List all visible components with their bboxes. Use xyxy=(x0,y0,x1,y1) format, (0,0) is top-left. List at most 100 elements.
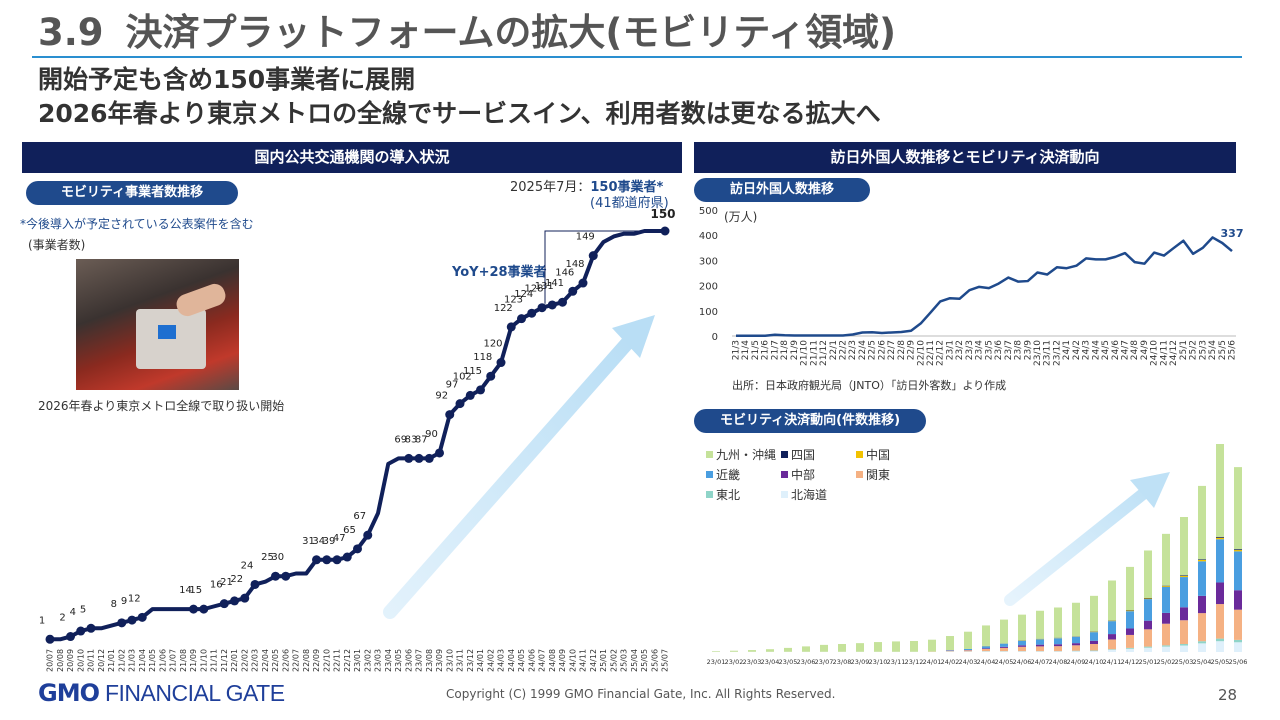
payments-bar-segment xyxy=(874,642,882,652)
operators-x-tick: 23/06 xyxy=(404,649,413,672)
operators-x-tick: 25/02 xyxy=(609,649,618,672)
legend-label: 東北 xyxy=(716,488,741,502)
legend-swatch xyxy=(856,471,863,478)
payments-bar-segment xyxy=(784,647,792,652)
payments-bar-segment xyxy=(1090,595,1098,632)
visitors-x-tick: 23/11 xyxy=(1043,340,1053,366)
payments-x-tick: 24/06 xyxy=(1013,658,1032,666)
payments-bar-segment xyxy=(1126,610,1134,612)
operators-x-tick: 23/02 xyxy=(363,649,372,672)
payments-bar-segment xyxy=(1144,550,1152,599)
visitors-x-tick: 22/3 xyxy=(848,340,858,360)
operators-point xyxy=(189,604,198,614)
operators-x-tick: 20/09 xyxy=(66,649,75,672)
payments-x-tick: 24/12 xyxy=(1121,658,1140,666)
copyright: Copyright (C) 1999 GMO Financial Gate, I… xyxy=(446,687,836,701)
visitors-x-tick: 24/5 xyxy=(1101,340,1111,360)
operators-point-label: 102 xyxy=(453,371,472,382)
payments-bar-segment xyxy=(1108,580,1116,621)
payments-x-tick: 23/06 xyxy=(797,658,816,666)
operators-point xyxy=(414,453,424,463)
operators-point-label: 21 xyxy=(220,577,233,588)
operators-point-label: 22 xyxy=(230,574,243,585)
payments-bar-segment xyxy=(1000,643,1008,647)
visitors-x-tick: 21/11 xyxy=(809,340,819,366)
operators-x-tick: 23/03 xyxy=(374,649,383,672)
operators-x-tick: 24/08 xyxy=(548,649,557,672)
payments-bar-segment xyxy=(1162,612,1170,624)
payments-bar-segment xyxy=(1234,609,1242,640)
operators-x-tick: 24/01 xyxy=(476,649,485,672)
operators-point-label: 12 xyxy=(128,593,141,604)
operators-point xyxy=(568,286,578,296)
payments-bar-segment xyxy=(1090,632,1098,641)
payments-bar-segment xyxy=(1216,444,1224,537)
operators-x-tick: 25/07 xyxy=(661,649,670,672)
legend-label: 四国 xyxy=(791,448,816,462)
payments-bar-segment xyxy=(1198,595,1206,614)
gmo-logo: GMO FINANCIAL GATE xyxy=(38,679,285,707)
payments-bar-segment xyxy=(1090,650,1098,652)
payments-bar-segment xyxy=(1054,607,1062,638)
operators-x-tick: 22/09 xyxy=(312,649,321,672)
operators-point-label: 124 xyxy=(514,289,533,300)
payments-bar-segment xyxy=(982,625,990,646)
visitors-x-tick: 21/12 xyxy=(819,340,829,366)
payments-x-tick: 24/11 xyxy=(1103,658,1122,666)
payments-x-tick: 23/01 xyxy=(707,658,726,666)
operators-point-label: 122 xyxy=(494,303,513,314)
payments-bar-segment xyxy=(1180,575,1188,576)
operators-point xyxy=(537,303,547,313)
payments-bar-segment xyxy=(1018,640,1026,646)
legend-swatch xyxy=(706,451,713,458)
payments-bar-segment xyxy=(1072,645,1080,651)
operators-x-tick: 21/11 xyxy=(210,649,219,672)
payments-bar-segment xyxy=(1000,651,1008,652)
payments-bar-segment xyxy=(1126,611,1134,629)
legend-swatch xyxy=(856,451,863,458)
left-unit: (事業者数) xyxy=(28,238,86,252)
operators-x-tick: 25/03 xyxy=(620,649,629,672)
payments-bar-segment xyxy=(946,650,954,652)
legend-item: 北海道 xyxy=(781,486,827,503)
operators-x-tick: 24/10 xyxy=(568,649,577,672)
growth-arrow-head xyxy=(612,315,655,358)
operators-point xyxy=(558,297,567,307)
payments-x-tick: 24/02 xyxy=(941,658,960,666)
visitors-x-tick: 24/10 xyxy=(1150,340,1160,366)
payments-bar-segment xyxy=(946,636,954,651)
payments-bar-segment xyxy=(1234,549,1242,551)
visitors-x-tick: 23/12 xyxy=(1052,340,1062,366)
operators-x-tick: 24/06 xyxy=(527,649,536,672)
payments-bar-segment xyxy=(1000,647,1008,652)
operators-point xyxy=(435,448,444,458)
payments-bar-segment xyxy=(1180,575,1188,578)
operators-point-label: 9 xyxy=(121,596,127,607)
operators-point xyxy=(445,410,455,420)
operators-point xyxy=(322,555,332,565)
callout-pref: (41都道府県) xyxy=(590,196,669,211)
operators-point-label: 83 xyxy=(405,434,418,445)
operators-x-tick: 24/12 xyxy=(589,649,598,672)
operators-x-tick: 20/11 xyxy=(87,649,96,672)
payments-bar-segment xyxy=(730,650,738,652)
legend-item: 九州・沖縄 xyxy=(706,446,776,463)
operators-point-label: 25 xyxy=(261,552,274,563)
payments-bar-segment xyxy=(1126,628,1134,635)
payments-bar-segment xyxy=(1108,649,1116,652)
operators-point xyxy=(199,604,209,614)
operators-x-tick: 22/05 xyxy=(271,649,280,672)
visitors-y-tick: 200 xyxy=(699,282,718,293)
gate-shape xyxy=(136,309,206,369)
operators-point xyxy=(353,544,362,554)
operators-point xyxy=(117,618,127,628)
visitors-x-tick: 21/4 xyxy=(741,340,751,360)
operators-point xyxy=(476,385,485,395)
visitors-x-tick: 24/7 xyxy=(1121,340,1131,360)
visitors-x-tick: 23/5 xyxy=(984,340,994,360)
payments-bar-segment xyxy=(1018,614,1026,641)
payments-bar-segment xyxy=(1018,645,1026,647)
visitors-x-tick: 21/5 xyxy=(751,340,761,360)
visitors-x-tick: 24/1 xyxy=(1062,340,1072,360)
